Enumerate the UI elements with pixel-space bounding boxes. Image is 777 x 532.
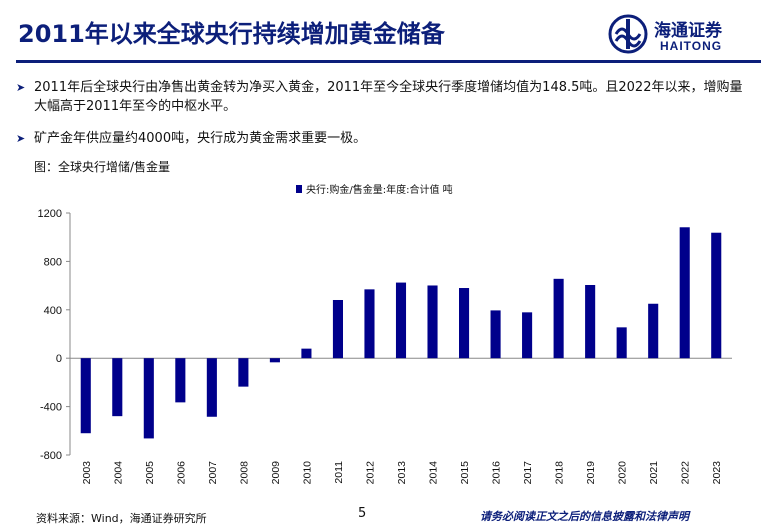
page-title: 2011年以来全球央行持续增加黄金储备 — [18, 20, 445, 48]
logo-chinese-text: 海通证券 — [654, 21, 722, 41]
legal-disclaimer: 请务必阅读正文之后的信息披露和法律声明 — [480, 510, 689, 523]
bar — [238, 358, 249, 387]
x-tick-label: 2003 — [81, 461, 93, 485]
x-tick-label: 2006 — [175, 461, 187, 485]
x-tick-label: 2020 — [617, 461, 629, 485]
x-tick-label: 2017 — [522, 461, 534, 485]
bullet-text: 2011年后全球央行由净售出黄金转为净买入黄金，2011年至今全球央行季度增储均… — [34, 80, 743, 114]
bullet-arrow-icon: ➤ — [16, 81, 26, 94]
x-tick-label: 2009 — [270, 461, 282, 485]
x-tick-label: 2021 — [648, 461, 660, 485]
bar — [427, 285, 438, 359]
x-tick-label: 2005 — [144, 461, 156, 485]
bar — [332, 299, 343, 359]
haitong-logo: 海通证券 HAITONG — [608, 12, 758, 60]
bar — [553, 278, 564, 359]
y-tick-label: 400 — [44, 305, 62, 317]
x-tick-label: 2012 — [364, 461, 376, 485]
x-tick-label: 2004 — [112, 461, 124, 485]
x-tick-label: 2013 — [396, 461, 408, 485]
bar — [585, 284, 596, 359]
bullet-item: ➤ 矿产金年供应量约4000吨，央行成为黄金需求重要一极。 — [16, 129, 750, 148]
bar — [80, 358, 91, 434]
bar — [206, 358, 217, 417]
x-tick-label: 2018 — [554, 461, 566, 485]
y-tick-label: -800 — [40, 450, 62, 462]
bar — [269, 358, 280, 363]
x-tick-label: 2007 — [207, 461, 219, 485]
bar — [522, 312, 533, 359]
bullet-item: ➤ 2011年后全球央行由净售出黄金转为净买入黄金，2011年至今全球央行季度增… — [16, 78, 750, 116]
bar — [679, 227, 690, 359]
bar — [112, 358, 123, 417]
y-tick-label: 800 — [44, 256, 62, 268]
y-tick-label: -400 — [40, 402, 62, 414]
bar-chart: 央行:购金/售金量:年度:合计值 吨 -800 -400 0 400 800 1200 200… — [38, 183, 732, 485]
bar — [143, 358, 154, 439]
bar — [395, 282, 407, 359]
legend-label: 央行:购金/售金量:年度:合计值 吨 — [306, 183, 453, 196]
bar — [364, 289, 375, 359]
x-tick-label: 2019 — [585, 461, 597, 485]
x-tick-label: 2010 — [301, 461, 313, 485]
x-tick-label: 2023 — [711, 461, 723, 485]
bar — [459, 288, 470, 359]
x-tick-label: 2022 — [680, 461, 692, 485]
bar — [175, 358, 186, 403]
title-divider — [16, 60, 761, 63]
x-tick-label: 2015 — [459, 461, 471, 485]
y-tick-label: 0 — [56, 353, 62, 365]
legend-swatch — [296, 185, 302, 193]
bullet-arrow-icon: ➤ — [16, 132, 26, 145]
x-tick-label: 2011 — [333, 461, 345, 484]
x-tick-label: 2016 — [491, 461, 503, 485]
bar — [711, 232, 722, 359]
bar — [490, 310, 501, 359]
logo-english-text: HAITONG — [660, 39, 723, 53]
bar — [616, 327, 627, 359]
bar — [301, 348, 312, 359]
source-note: 资料来源：Wind，海通证券研究所 — [36, 512, 207, 525]
x-tick-label: 2008 — [238, 461, 250, 485]
x-tick-label: 2014 — [428, 461, 440, 485]
y-tick-label: 1200 — [38, 208, 62, 220]
page-number: 5 — [358, 506, 367, 521]
haitong-emblem-icon — [608, 14, 648, 54]
bullet-text: 矿产金年供应量约4000吨，央行成为黄金需求重要一极。 — [34, 131, 367, 146]
figure-label: 图：全球央行增储/售金量 — [34, 160, 171, 174]
bar — [648, 303, 659, 359]
